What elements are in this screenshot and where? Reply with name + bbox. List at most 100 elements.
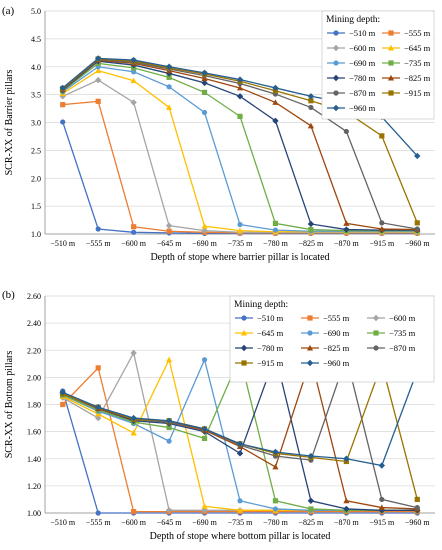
data-point: [237, 113, 243, 119]
y-tick-label: 1.00: [27, 509, 41, 518]
data-point: [95, 67, 102, 74]
legend-marker: [306, 344, 314, 351]
data-point: [236, 507, 244, 513]
data-point: [60, 102, 66, 108]
data-point: [165, 63, 173, 70]
legend-label: −825 m: [323, 343, 350, 353]
legend-marker: [388, 90, 394, 96]
legend-marker: [333, 90, 339, 96]
data-point: [307, 93, 315, 100]
legend-label: −870 m: [349, 88, 376, 98]
data-point: [166, 438, 172, 444]
data-point: [130, 429, 137, 436]
data-point: [308, 98, 314, 104]
data-point: [201, 435, 208, 442]
data-point: [414, 496, 420, 503]
legend-label: −690 m: [349, 58, 376, 68]
data-point: [236, 227, 244, 234]
legend-marker: [332, 74, 340, 82]
data-point: [165, 356, 173, 363]
data-point: [236, 440, 244, 448]
x-tick-label: −915 m: [369, 239, 395, 248]
data-point: [379, 496, 385, 503]
legend-label: −645 m: [404, 43, 431, 53]
legend-label: −870 m: [389, 343, 416, 353]
x-tick-label: −870 m: [334, 239, 360, 248]
y-axis-title: SCR-XX of Bottom pillars: [4, 351, 15, 459]
legend-label: −735 m: [404, 58, 431, 68]
y-tick-label: 3.0: [31, 119, 41, 128]
y-tick-label: 1.0: [31, 230, 41, 239]
data-point: [307, 497, 315, 504]
legend-label: −690 m: [323, 328, 350, 338]
legend: Mining depth: −510 m −555 m −600 m −645 m −69…: [229, 295, 435, 383]
data-point: [236, 450, 244, 457]
x-tick-label: −600 m: [121, 239, 147, 248]
x-tick-label: −960 m: [405, 518, 431, 527]
data-point: [307, 220, 315, 228]
data-point: [60, 401, 66, 408]
data-point: [60, 119, 66, 125]
legend-marker: [373, 345, 379, 351]
y-tick-label: 4.0: [31, 63, 41, 72]
data-point: [166, 74, 172, 80]
y-tick-label: 5.0: [31, 7, 41, 16]
data-point: [130, 77, 137, 84]
y-tick-label: 1.20: [27, 482, 41, 491]
data-point: [95, 226, 101, 232]
legend-marker: [306, 359, 314, 367]
y-tick-label: 4.5: [31, 35, 41, 44]
legend-marker: [240, 329, 248, 336]
x-tick-label: −555 m: [86, 239, 112, 248]
data-point: [131, 69, 137, 75]
legend-box: [321, 10, 435, 120]
legend-box: [229, 295, 435, 383]
data-point: [59, 389, 66, 396]
legend-marker: [241, 315, 247, 321]
data-point: [131, 224, 137, 230]
data-point: [201, 425, 208, 433]
data-point: [307, 122, 315, 129]
data-point: [165, 507, 173, 514]
legend-marker: [388, 30, 394, 36]
x-tick-label: −825 m: [299, 239, 325, 248]
x-axis-title: Depth of stope where bottom pillar is lo…: [150, 531, 331, 542]
x-tick-label: −645 m: [157, 239, 183, 248]
chart-bottom-pillars: 1.00 1.20 1.40 1.60 1.80 2.00 2.20 2.40 2.60 −510…: [2, 289, 435, 542]
y-axis-title: SCR-XX of Barrier pillars: [4, 69, 15, 175]
data-point: [414, 226, 420, 232]
legend-label: −600 m: [389, 313, 416, 323]
data-point: [130, 349, 137, 357]
legend-label: −510 m: [349, 28, 376, 38]
y-tick-label: 2.60: [27, 292, 41, 301]
legend-marker: [333, 30, 339, 36]
data-point: [414, 152, 421, 160]
legend-label: −915 m: [404, 88, 431, 98]
x-tick-label: −825 m: [299, 518, 325, 527]
data-point: [201, 109, 208, 116]
data-point: [201, 79, 208, 87]
data-point: [130, 99, 137, 106]
data-point: [379, 133, 385, 139]
legend-marker: [332, 104, 340, 112]
data-point: [166, 228, 172, 234]
x-tick-label: −690 m: [192, 239, 218, 248]
data-point: [166, 424, 172, 431]
data-point: [343, 128, 349, 135]
y-tick-label: 1.5: [31, 202, 41, 211]
legend-label: −780 m: [349, 73, 376, 83]
data-point: [343, 220, 350, 226]
data-point: [237, 498, 243, 504]
data-point: [272, 84, 279, 92]
data-point: [59, 84, 66, 92]
legend: Mining depth: −510 m −555 m −600 m −645 m −69…: [321, 10, 435, 120]
data-point: [308, 104, 314, 111]
x-tick-label: −600 m: [121, 518, 147, 527]
data-point: [272, 506, 279, 512]
legend-title: Mining depth:: [234, 300, 288, 310]
chart-barrier-pillars: 1.01.52.02.53.03.54.04.55.0−510 m −555 m −…: [2, 5, 435, 263]
data-point: [236, 76, 244, 83]
y-tick-label: 2.5: [31, 146, 41, 155]
data-point: [378, 462, 386, 469]
